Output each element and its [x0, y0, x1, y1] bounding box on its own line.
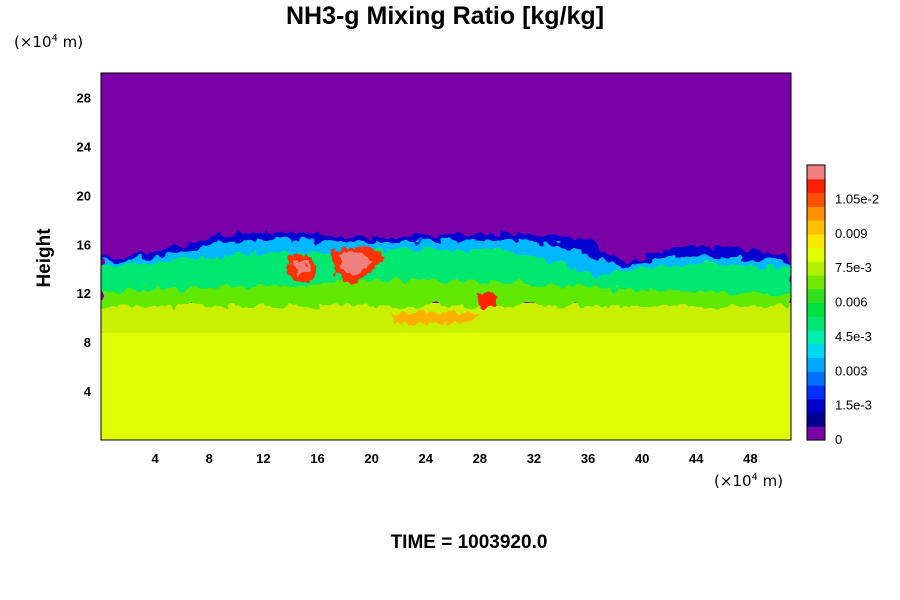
colorbar-swatch [807, 316, 825, 331]
colorbar: 0 1.5e-3 0.003 4.5e-3 0.006 7.5e-3 0.009 1.05e-… [806, 164, 879, 447]
y-tick-label: 4 [84, 384, 92, 399]
mixing-layer-group [101, 232, 791, 306]
y-tick-label: 24 [77, 139, 92, 154]
y-axis-ticks: 4 8 12 16 20 24 28 [77, 90, 92, 399]
colorbar-tick-label: 0 [835, 432, 842, 447]
colorbar-tick-label: 0.003 [835, 363, 868, 378]
colorbar-tick-label: 0.006 [835, 295, 868, 310]
x-tick-label: 28 [473, 451, 487, 466]
x-axis-unit-label: (×104 m) [714, 472, 784, 490]
x-tick-label: 32 [527, 451, 541, 466]
colorbar-swatch [807, 165, 825, 180]
plot-frame [100, 72, 792, 441]
colorbar-tick-label: 1.05e-2 [835, 191, 879, 206]
colorbar-swatch [807, 302, 825, 317]
colorbar-swatch [807, 398, 825, 414]
y-tick-label: 8 [84, 335, 91, 350]
x-tick-label: 16 [310, 451, 324, 466]
colorbar-swatch [807, 371, 825, 386]
colorbar-swatch [807, 220, 825, 235]
x-tick-label: 24 [418, 451, 433, 466]
x-tick-label: 40 [635, 451, 649, 466]
colorbar-swatch [807, 330, 825, 345]
colorbar-swatch [807, 247, 825, 262]
y-tick-label: 28 [77, 90, 91, 105]
colorbar-swatch [807, 275, 825, 290]
colorbar-swatch [807, 192, 825, 207]
colorbar-swatch [807, 412, 825, 427]
x-tick-label: 4 [152, 451, 160, 466]
x-tick-label: 12 [256, 451, 270, 466]
colorbar-swatch [807, 261, 825, 276]
colorbar-swatch [807, 233, 825, 249]
colorbar-tick-label: 7.5e-3 [835, 260, 872, 275]
colorbar-swatch [807, 385, 825, 400]
x-tick-label: 48 [743, 451, 757, 466]
x-axis-ticks: 4 8 12 16 20 24 28 32 36 40 44 48 [152, 451, 758, 466]
y-axis-unit-label: (×104 m) [14, 33, 84, 51]
colorbar-tick-label: 1.5e-3 [835, 398, 872, 413]
y-tick-label: 16 [77, 237, 91, 252]
colorbar-swatch [807, 178, 825, 194]
local-maxima-group [286, 246, 498, 324]
colorbar-tick-label: 0.009 [835, 226, 868, 241]
colorbar-swatch [807, 357, 825, 372]
chart-title: NH3-g Mixing Ratio [kg/kg] [285, 2, 605, 30]
colorbar-swatch [807, 426, 825, 441]
x-tick-label: 8 [206, 451, 213, 466]
colorbar-swatch [807, 288, 825, 304]
colorbar-swatch [807, 343, 825, 359]
colorbar-tick-label: 4.5e-3 [835, 329, 872, 344]
plot-area [101, 73, 791, 440]
time-readout: TIME = 1003920.0 [390, 532, 548, 553]
x-tick-label: 44 [689, 451, 704, 466]
colorbar-frame [806, 164, 826, 441]
y-tick-label: 20 [77, 188, 91, 203]
lower-layer-field [101, 330, 791, 440]
y-tick-label: 12 [77, 286, 91, 301]
y-axis-label: Height [34, 228, 55, 288]
colorbar-swatch [807, 206, 825, 221]
x-tick-label: 20 [364, 451, 378, 466]
x-tick-label: 36 [581, 451, 595, 466]
